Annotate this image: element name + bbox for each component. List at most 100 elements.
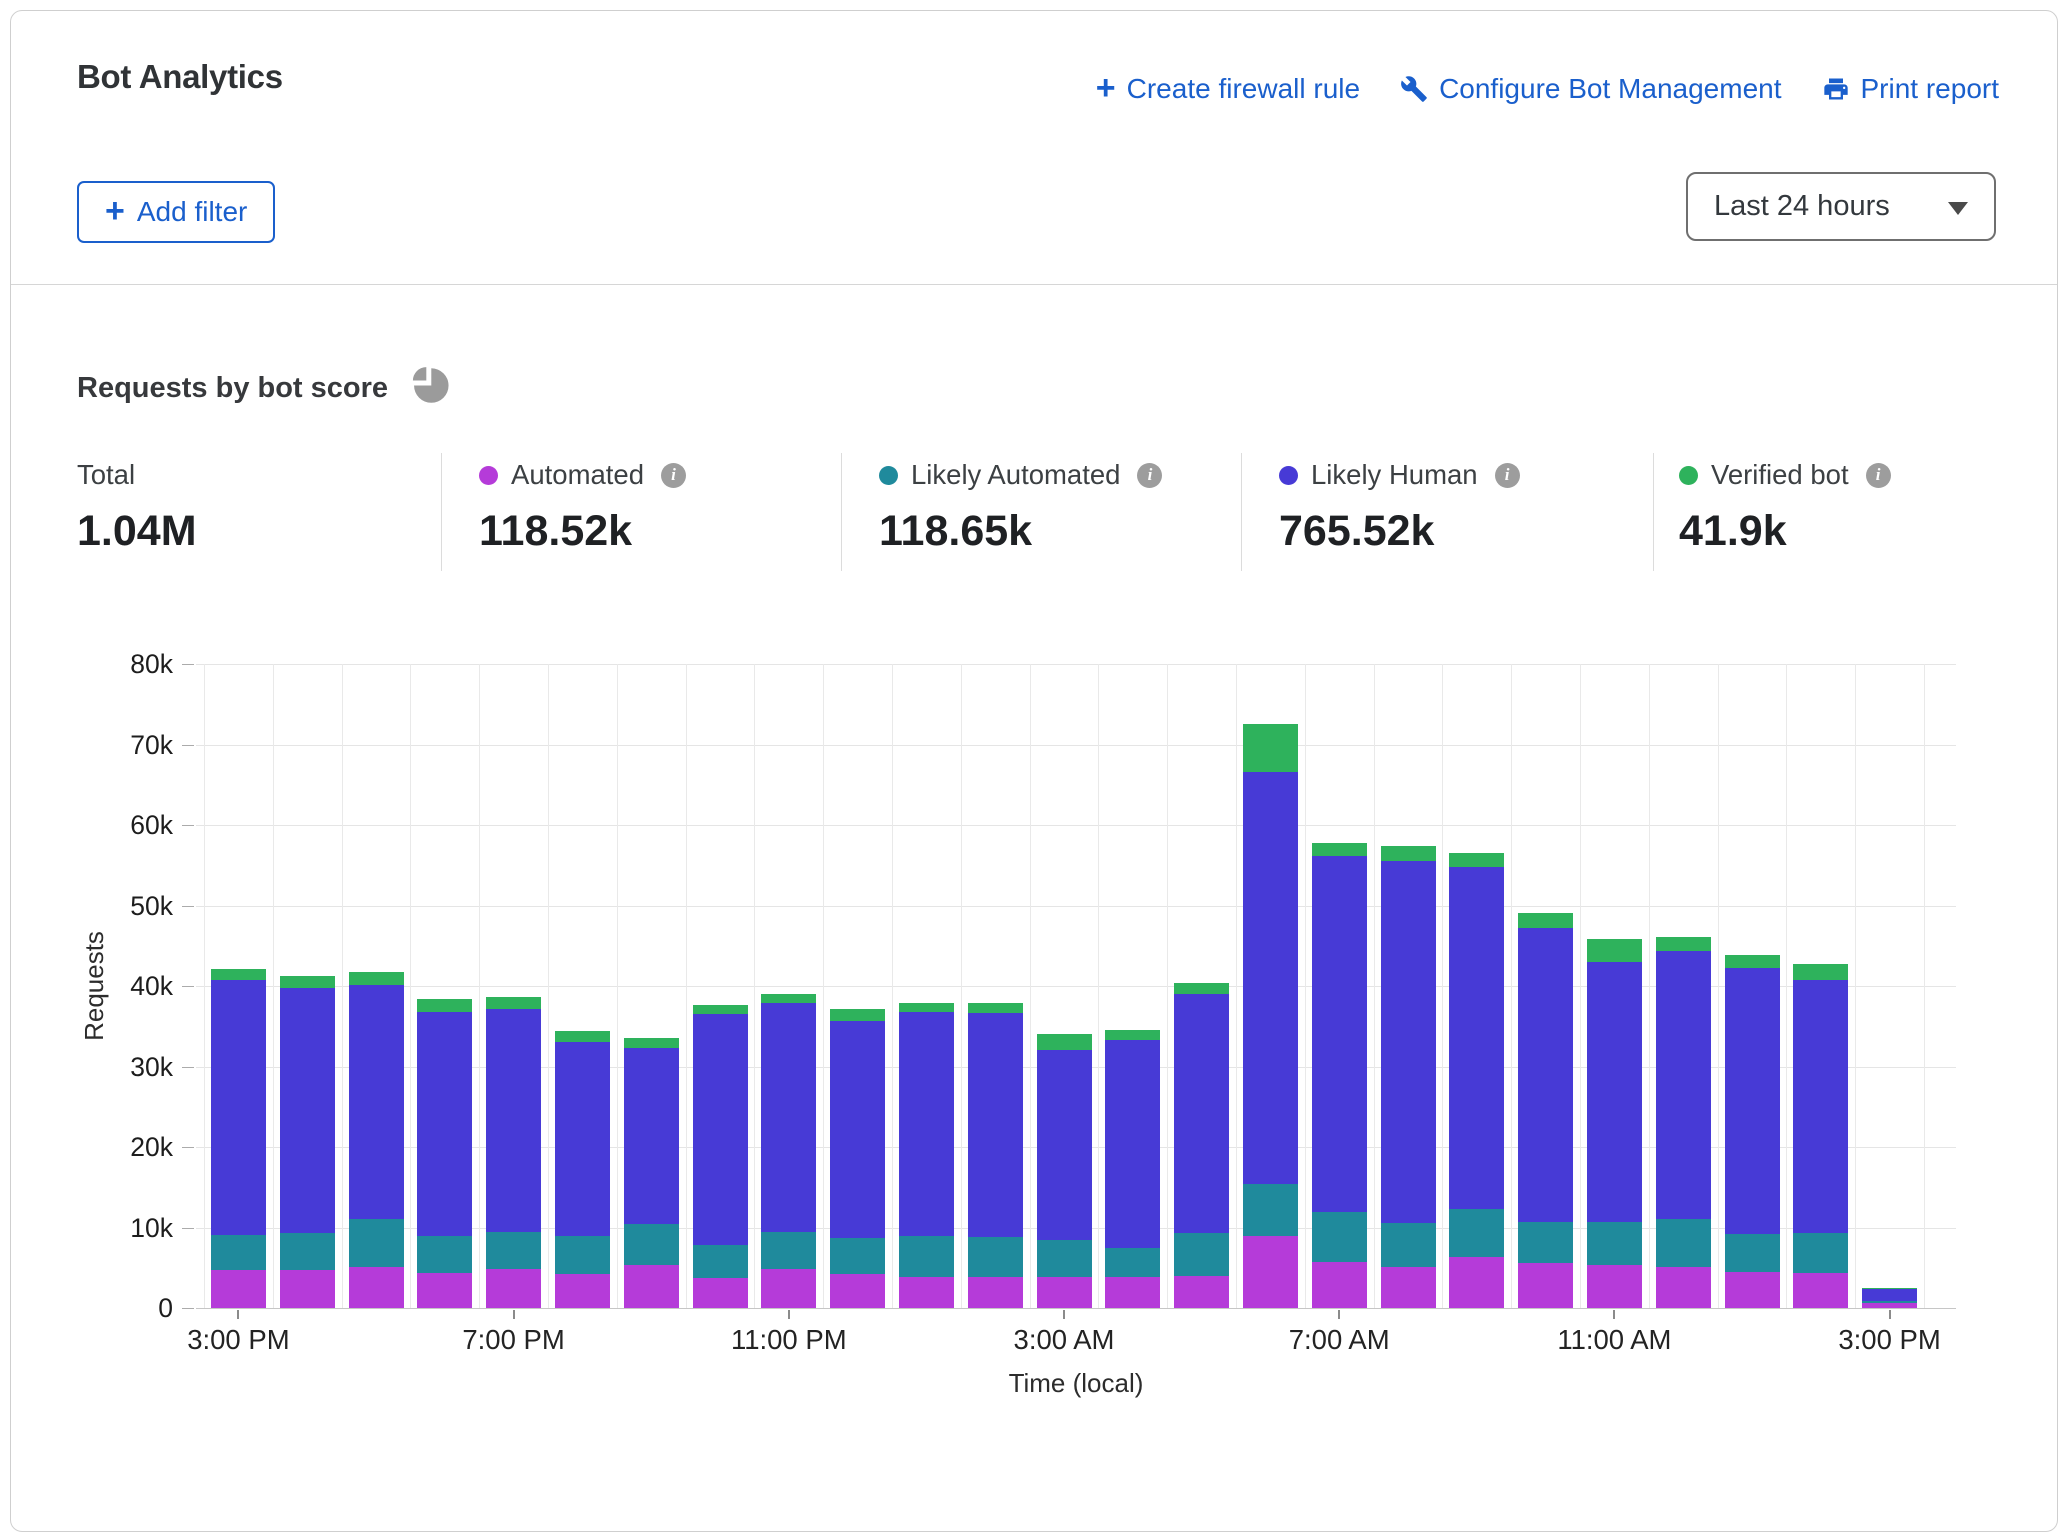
bar-1200am[interactable] [830,1009,886,1308]
x-tick [787,1310,790,1319]
bar-300pm[interactable] [210,969,266,1308]
segment-likely-automated [1724,1233,1780,1272]
v-gridline [1098,664,1100,1308]
y-tick [182,744,194,746]
v-gridline [616,664,618,1308]
y-tick-label: 40k [130,971,173,1001]
segment-likely-human [348,985,404,1220]
info-icon[interactable]: i [1137,462,1163,488]
bar-1100am[interactable] [1586,939,1642,1308]
segment-verified-bot [1449,853,1505,867]
segment-likely-automated [1380,1223,1436,1267]
segment-likely-human [1036,1049,1092,1240]
plus-icon: + [1095,68,1116,107]
segment-automated [486,1269,542,1308]
print-report-link[interactable]: Print report [1822,73,1999,105]
bar-900am[interactable] [1449,853,1505,1308]
v-gridline [1580,664,1581,1308]
segment-likely-automated [1174,1233,1230,1276]
v-gridline [1029,664,1031,1308]
segment-likely-human [967,1013,1023,1238]
bar-300am[interactable] [1036,1033,1092,1308]
segment-verified-bot [1242,723,1298,772]
y-tick-label: 60k [130,810,173,840]
bar-1200pm[interactable] [1655,936,1711,1308]
x-tick-label: 7:00 AM [1288,1324,1390,1355]
stat-verified-bot: Verified bot i 41.9k [1679,459,1891,556]
segment-verified-bot [1311,842,1367,857]
bar-1000pm[interactable] [692,1004,748,1308]
segment-likely-automated [830,1237,886,1275]
segment-automated [1380,1266,1436,1308]
y-tick [182,1227,194,1229]
bar-700pm[interactable] [486,997,542,1308]
x-tick [512,1310,515,1319]
v-gridline [1236,664,1237,1308]
bar-100am[interactable] [898,1002,954,1308]
v-gridline [272,664,274,1308]
segment-verified-bot [967,1002,1023,1014]
bar-800pm[interactable] [554,1031,610,1308]
bar-400pm[interactable] [279,975,335,1308]
v-gridline [1442,664,1444,1308]
time-range-dropdown[interactable]: Last 24 hours [1686,172,1996,241]
segment-automated [967,1276,1023,1308]
h-gridline [196,744,1956,746]
x-tick-label: 7:00 PM [462,1324,565,1355]
bar-500pm[interactable] [348,972,404,1308]
stat-likely-human-value: 765.52k [1279,507,1435,555]
add-filter-button[interactable]: + Add filter [77,181,276,243]
segment-verified-bot [1793,963,1849,980]
bar-500am[interactable] [1174,982,1230,1308]
segment-verified-bot [623,1038,679,1048]
segment-likely-human [1586,961,1642,1222]
segment-likely-automated [898,1236,954,1278]
bar-400am[interactable] [1105,1029,1161,1308]
configure-bot-management-link[interactable]: Configure Bot Management [1400,73,1782,105]
bar-1000am[interactable] [1518,912,1574,1308]
segment-verified-bot [1174,982,1230,995]
info-icon[interactable]: i [661,462,687,488]
segment-verified-bot [1655,936,1711,952]
segment-likely-human [1380,861,1436,1224]
stat-total-value: 1.04M [77,507,197,555]
bar-600pm[interactable] [417,998,473,1308]
info-icon[interactable]: i [1494,462,1520,488]
bar-700am[interactable] [1311,842,1367,1308]
x-tick-label: 3:00 PM [187,1324,290,1355]
bar-600am[interactable] [1242,723,1298,1308]
x-tick-label: 11:00 PM [730,1324,847,1355]
segment-likely-automated [348,1219,404,1267]
y-tick-label: 10k [130,1212,173,1243]
segment-verified-bot [1586,939,1642,962]
segment-verified-bot [1380,845,1436,862]
y-tick-label: 70k [130,729,173,760]
segment-likely-human [1724,968,1780,1234]
segment-likely-automated [1655,1218,1711,1267]
y-tick-label: 30k [130,1051,173,1082]
page-title: Bot Analytics [77,58,283,95]
segment-likely-automated [1793,1233,1849,1273]
stat-total-label: Total [77,459,136,490]
bar-1100pm[interactable] [761,994,817,1308]
segment-automated [1586,1265,1642,1308]
printer-icon [1822,75,1850,103]
x-tick [1063,1310,1065,1319]
segment-likely-human [761,1002,817,1232]
stat-automated: Automated i 118.52k [479,459,687,556]
create-firewall-rule-link[interactable]: + Create firewall rule [1095,68,1360,107]
info-icon[interactable]: i [1865,462,1891,488]
segment-likely-human [1242,771,1298,1185]
bar-300pm[interactable] [1862,1287,1918,1308]
bar-200am[interactable] [967,1002,1023,1308]
segment-verified-bot [761,994,817,1003]
bar-100pm[interactable] [1724,954,1780,1308]
segment-verified-bot [1105,1029,1161,1040]
bar-800am[interactable] [1380,845,1436,1308]
bar-200pm[interactable] [1793,963,1849,1308]
v-gridline [1167,664,1169,1308]
stat-automated-label: Automated [511,459,645,490]
bar-900pm[interactable] [623,1038,679,1308]
wrench-icon [1400,75,1428,103]
segment-automated [1793,1272,1849,1308]
